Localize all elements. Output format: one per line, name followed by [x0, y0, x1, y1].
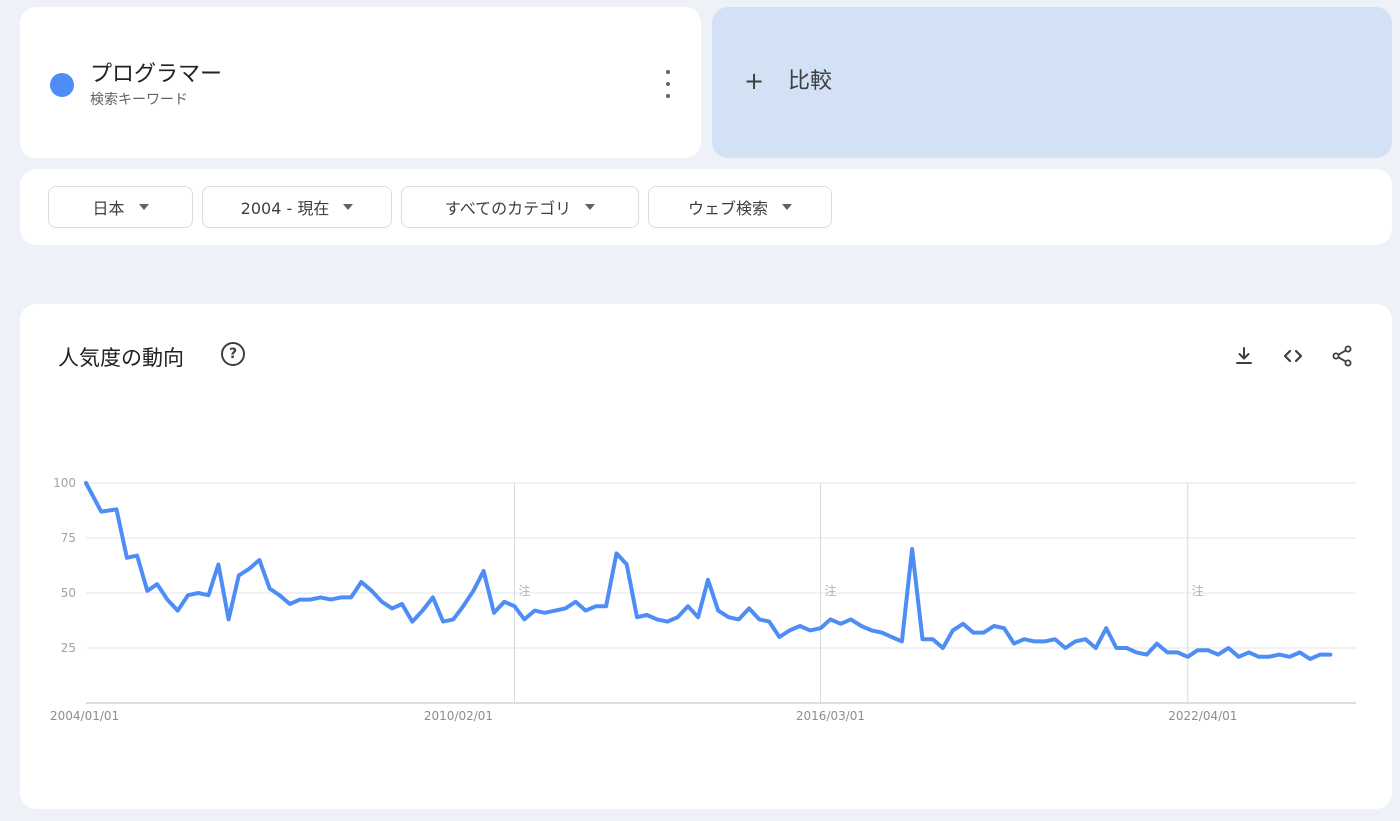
y-tick-label: 100 — [53, 476, 76, 490]
x-tick-label: 2004/01/01 — [50, 709, 119, 723]
search-type-dropdown[interactable]: ウェブ検索 — [648, 186, 832, 228]
more-vert-icon[interactable] — [660, 70, 676, 98]
search-term-type: 検索キーワード — [90, 92, 188, 108]
caret-down-icon — [138, 204, 149, 210]
search-term-name[interactable]: プログラマー — [90, 62, 223, 87]
plus-icon: + — [744, 67, 765, 95]
x-tick-label: 2010/02/01 — [424, 709, 493, 723]
interest-over-time-card: 25 50 75 100 注 注 注 2004/01/01 2010/02/01 2016/03/… — [20, 304, 1392, 809]
annotation-label: 注 — [518, 583, 530, 598]
x-tick-label: 2022/04/01 — [1168, 709, 1237, 723]
caret-down-icon — [782, 204, 792, 210]
search-type-dropdown-label: ウェブ検索 — [687, 199, 768, 218]
y-tick-label: 25 — [61, 641, 76, 655]
chart-title: 人気度の動向 — [58, 346, 184, 370]
filter-bar: 日本 2004 - 現在 すべてのカテゴリ ウェブ検索 — [20, 169, 1392, 245]
embed-icon[interactable] — [1281, 344, 1305, 368]
y-tick-label: 50 — [61, 586, 76, 600]
search-term-card[interactable]: プログラマー 検索キーワード — [20, 7, 701, 158]
annotation-label: 注 — [1192, 583, 1204, 598]
compare-button[interactable]: + 比較 — [712, 7, 1392, 158]
annotation-label: 注 — [824, 583, 836, 598]
time-range-dropdown[interactable]: 2004 - 現在 — [202, 186, 392, 228]
region-dropdown[interactable]: 日本 — [48, 186, 193, 228]
compare-label: 比較 — [788, 69, 833, 94]
time-range-dropdown-label: 2004 - 現在 — [240, 199, 330, 218]
trend-chart: 25 50 75 100 注 注 注 2004/01/01 2010/02/01 2016/03/… — [50, 476, 1356, 723]
download-icon[interactable] — [1232, 344, 1256, 368]
series-color-dot — [50, 73, 74, 97]
category-dropdown-label: すべてのカテゴリ — [444, 199, 572, 218]
help-icon[interactable]: ? — [221, 342, 245, 366]
caret-down-icon — [343, 204, 354, 210]
caret-down-icon — [585, 204, 596, 210]
region-dropdown-label: 日本 — [92, 199, 125, 218]
x-tick-label: 2016/03/01 — [796, 709, 865, 723]
y-tick-label: 75 — [61, 531, 76, 545]
share-icon[interactable] — [1330, 344, 1354, 368]
series-line — [84, 481, 1333, 661]
category-dropdown[interactable]: すべてのカテゴリ — [401, 186, 639, 228]
